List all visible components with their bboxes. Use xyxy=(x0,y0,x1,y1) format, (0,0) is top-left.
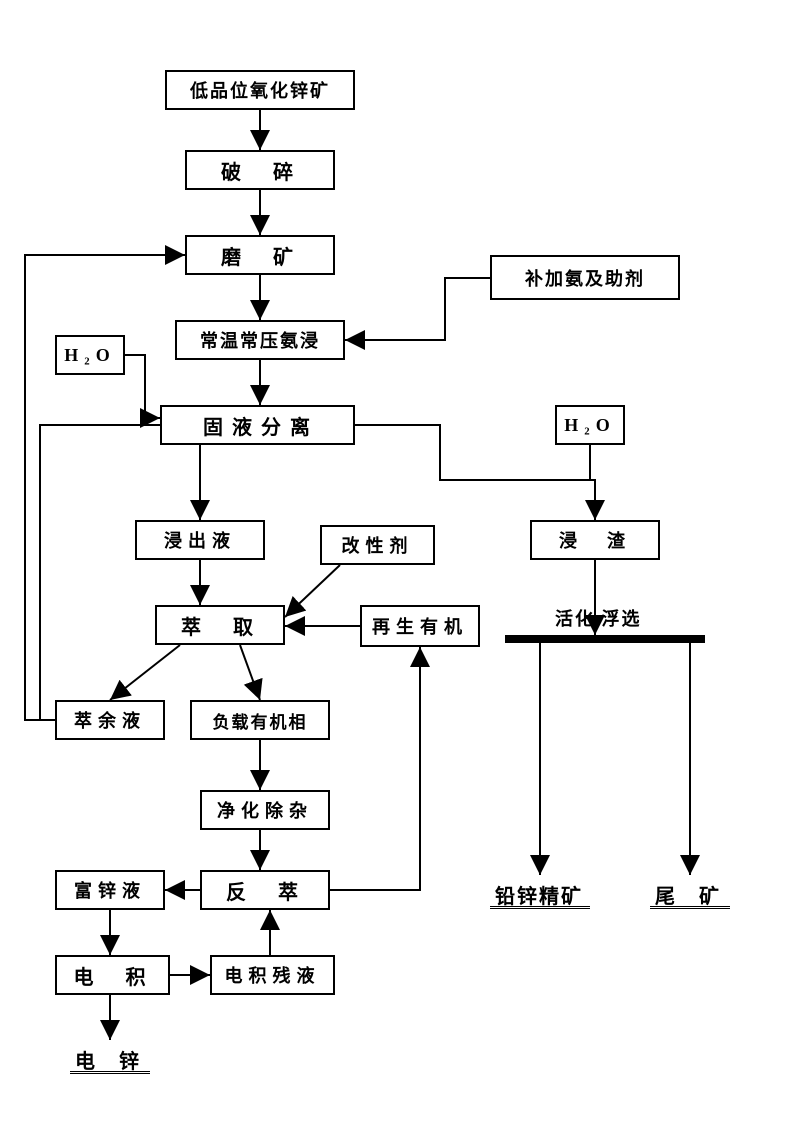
node-n12: 萃 取 xyxy=(155,605,285,645)
edge-12 xyxy=(110,645,180,700)
node-n16: 净化除杂 xyxy=(200,790,330,830)
node-n1: 低品位氧化锌矿 xyxy=(165,70,355,110)
label-l1: 活化 浮选 xyxy=(555,605,642,631)
node-n3: 磨 矿 xyxy=(185,235,335,275)
node-n17: 富锌液 xyxy=(55,870,165,910)
node-n20: 电积残液 xyxy=(210,955,335,995)
flotation-bar xyxy=(505,635,705,643)
underline-u2 xyxy=(650,905,730,909)
node-n13: 再生有机 xyxy=(360,605,480,647)
node-n9: 浸出液 xyxy=(135,520,265,560)
node-n14: 萃余液 xyxy=(55,700,165,740)
underline-u3 xyxy=(70,1070,150,1074)
node-n15: 负载有机相 xyxy=(190,700,330,740)
edge-22 xyxy=(25,255,185,720)
node-n19: 电 积 xyxy=(55,955,170,995)
underline-u1 xyxy=(490,905,590,909)
edge-13 xyxy=(240,645,260,700)
edge-5 xyxy=(125,355,160,418)
edge-23 xyxy=(40,425,160,720)
node-n7: 固 液 分 离 xyxy=(160,405,355,445)
node-n11: 浸 渣 xyxy=(530,520,660,560)
edge-4 xyxy=(345,278,490,340)
node-n2: 破 碎 xyxy=(185,150,335,190)
node-n18: 反 萃 xyxy=(200,870,330,910)
edge-20 xyxy=(330,647,420,890)
node-n6: H₂O xyxy=(55,335,125,375)
node-n4: 补加氨及助剂 xyxy=(490,255,680,300)
node-n8: H₂O xyxy=(555,405,625,445)
node-n5: 常温常压氨浸 xyxy=(175,320,345,360)
edge-10 xyxy=(285,565,340,617)
node-n10: 改性剂 xyxy=(320,525,435,565)
